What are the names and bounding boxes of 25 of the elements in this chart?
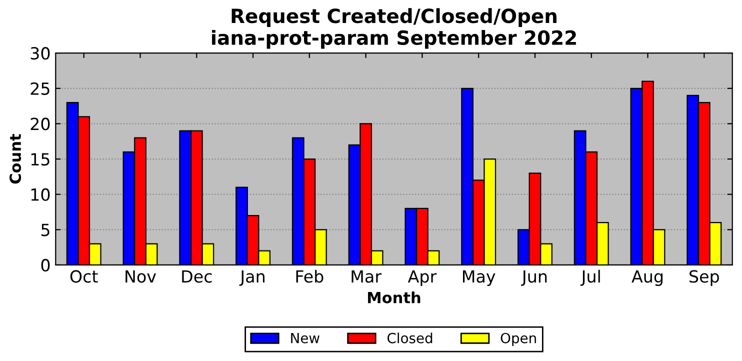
x-tick-label: Nov [126,270,156,283]
x-tick-label: May [462,270,496,286]
x-tick-label: Mar [352,270,382,283]
x-tick-label: Aug [632,270,663,286]
x-tick-label: Oct [70,270,98,283]
y-tick-label: 15 [31,153,50,166]
y-tick-label: 25 [30,82,50,95]
x-tick-label: Sep [690,270,719,286]
x-tick-label: Jan [239,270,264,286]
x-tick-label: Jul [580,270,600,286]
y-tick-label: 10 [31,188,50,201]
y-axis-title: Count [10,134,22,184]
legend-label: New [291,332,320,344]
x-tick-label: Feb [296,270,324,283]
chart-title: Request Created/Closed/Open iana-prot-param September 2022 [212,8,576,49]
x-axis-title: Month [368,292,420,304]
y-tick-label: 5 [41,224,50,236]
legend-label: Closed [387,332,432,344]
x-tick-label: Jun [521,270,547,286]
y-tick-label: 30 [30,47,50,60]
legend-label: Open [500,332,536,346]
y-tick-label: 0 [41,258,50,272]
x-tick-label: Apr [408,270,437,286]
y-tick-label: 20 [30,118,50,130]
x-tick-label: Dec [182,270,212,283]
